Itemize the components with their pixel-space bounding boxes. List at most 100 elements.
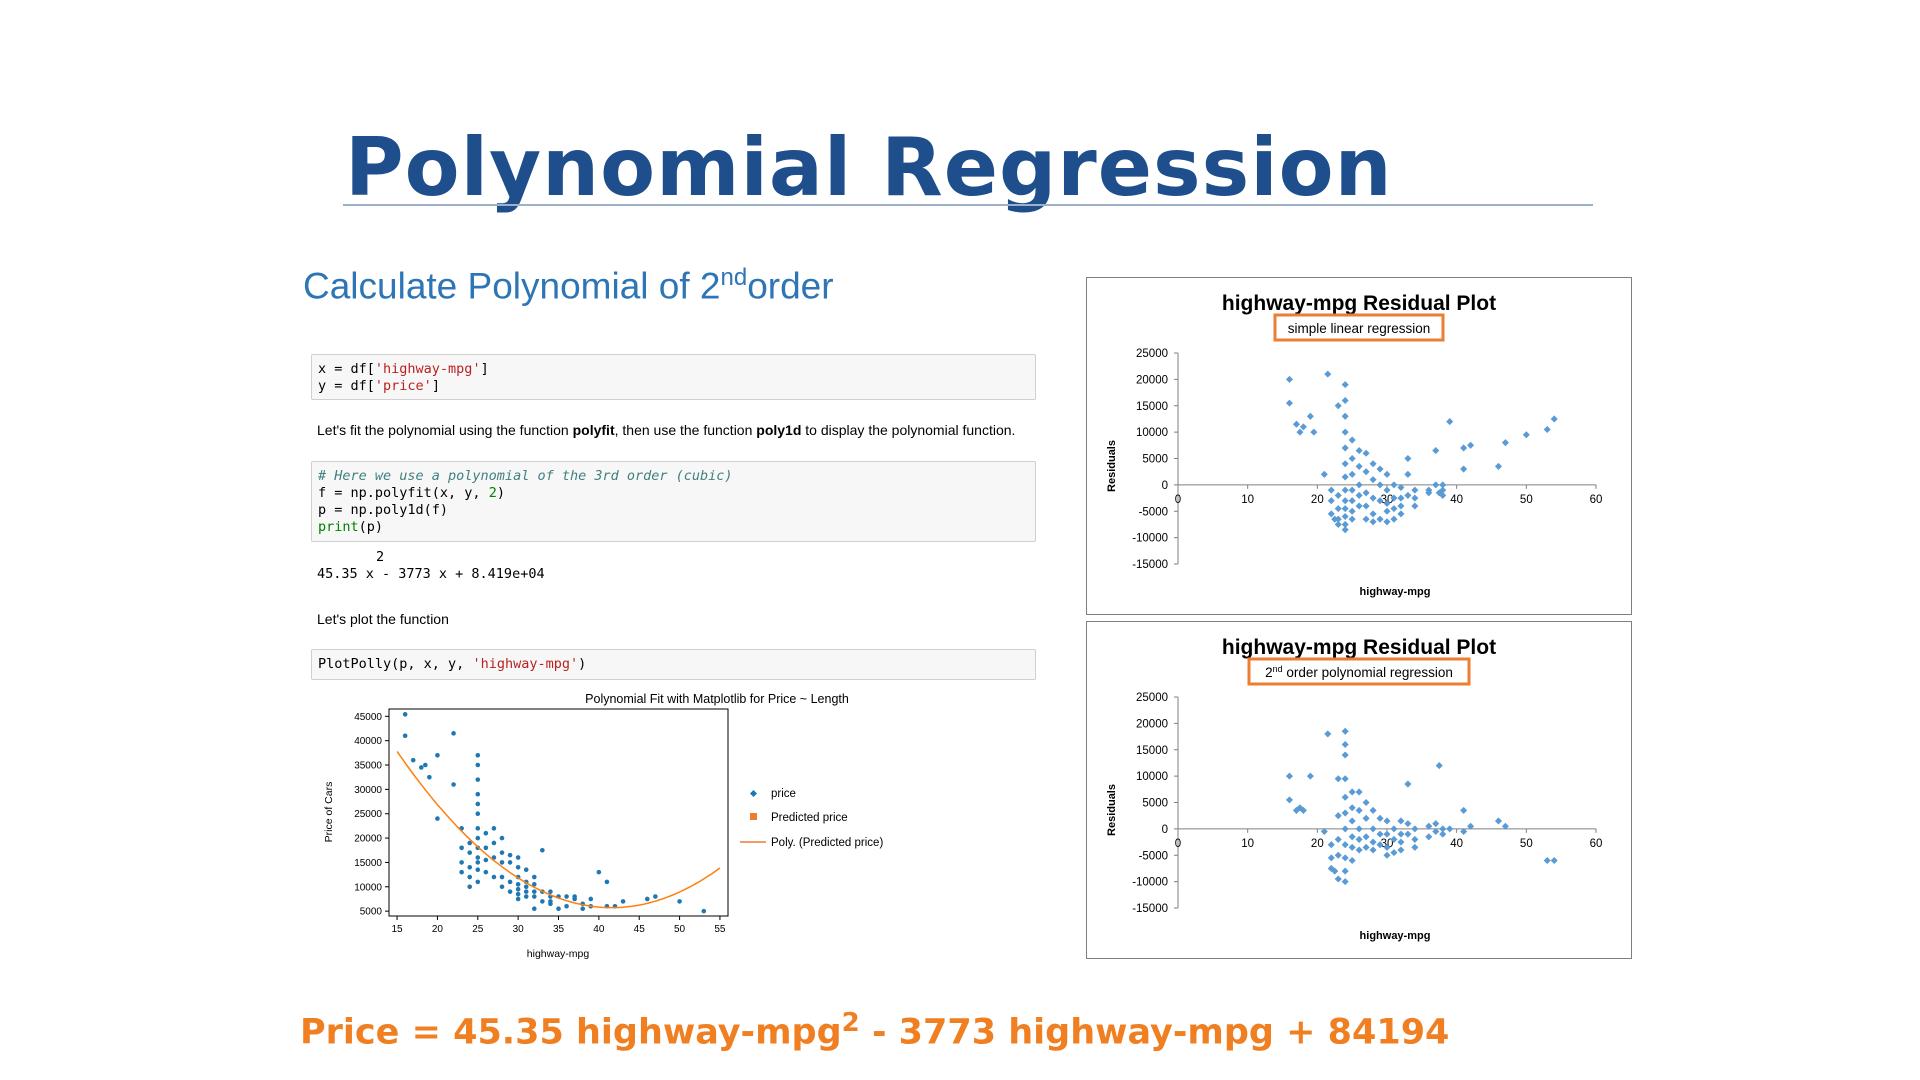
svg-text:Poly. (Predicted price): Poly. (Predicted price)	[771, 837, 883, 849]
price-point	[451, 731, 456, 736]
residual-point	[1341, 854, 1349, 862]
code-cell-plotpolly[interactable]: PlotPolly(p, x, y, 'highway-mpg')	[311, 649, 1036, 680]
price-point	[459, 845, 464, 851]
price-point	[620, 899, 626, 904]
price-point	[588, 896, 594, 902]
residual-point	[1341, 878, 1349, 886]
price-point	[523, 867, 529, 873]
price-point	[653, 894, 658, 899]
price-point	[459, 869, 464, 875]
code-line-plotpolly: PlotPolly(p, x, y, 'highway-mpg')	[318, 656, 587, 672]
price-point	[515, 891, 521, 897]
y-tick-label: 40000	[354, 736, 382, 747]
price-point	[467, 850, 473, 855]
residual-point	[1334, 875, 1342, 883]
y-tick-label: 10000	[1136, 427, 1168, 439]
price-point	[596, 869, 602, 875]
price-point	[540, 847, 545, 853]
price-point	[531, 906, 537, 911]
residual-point	[1341, 841, 1349, 849]
price-point	[515, 864, 521, 870]
residual-point	[1334, 775, 1342, 783]
slide-subtitle: Calculate Polynomial of 2ndorder	[303, 254, 834, 310]
legend-item-poly-predicted-price: Poly. (Predicted price)	[740, 837, 883, 849]
residual-point	[1334, 505, 1342, 513]
residual-point	[1439, 486, 1447, 494]
legend-item-predicted-price: Predicted price	[750, 812, 848, 824]
price-point	[491, 874, 497, 880]
price-point	[475, 752, 481, 758]
output-exponent: 2	[376, 549, 385, 565]
residual-point	[1550, 415, 1558, 423]
subtitle-superscript: nd	[720, 264, 748, 291]
residual-point	[1341, 505, 1349, 513]
price-point	[459, 860, 464, 865]
y-tick-label: 15000	[1136, 401, 1168, 413]
price-point	[507, 860, 513, 865]
price-point	[435, 752, 440, 758]
y-tick-label: 25000	[1136, 348, 1168, 360]
x-tick-label: 40	[593, 924, 605, 935]
residual-point	[1341, 486, 1349, 494]
price-point	[483, 869, 489, 875]
residual-point	[1341, 396, 1349, 405]
price-point	[556, 906, 561, 911]
price-point	[467, 864, 473, 870]
price-point	[435, 816, 440, 821]
price-point	[540, 899, 545, 904]
x-tick-label: 10	[1241, 838, 1254, 850]
residual-point	[1327, 841, 1335, 849]
code-line-x: x = df['highway-mpg']	[318, 361, 489, 377]
price-point	[451, 782, 456, 787]
polynomial-fit-chart: Polynomial Fit with Matplotlib for Price…	[323, 692, 883, 960]
subtitle-main: Calculate Polynomial of 2	[303, 265, 721, 307]
code-cell-data-assignment[interactable]: x = df['highway-mpg'] y = df['price']	[311, 354, 1036, 400]
y-tick-label: 5000	[1142, 454, 1168, 466]
residual-point	[1327, 486, 1335, 494]
price-point	[644, 896, 650, 902]
x-tick-label: 50	[1520, 494, 1533, 506]
x-axis-label: highway-mpg	[1360, 930, 1431, 942]
residual-plot-title: highway-mpg Residual Plot	[1222, 636, 1496, 659]
annotation-box	[1273, 313, 1445, 342]
x-tick-label: 45	[634, 924, 646, 935]
residual-point	[1446, 418, 1454, 426]
price-point	[507, 889, 513, 894]
y-axis-label: Price of Cars	[323, 782, 335, 843]
residual-point	[1432, 481, 1440, 489]
y-tick-label: 5000	[360, 907, 383, 918]
residual-point	[1334, 835, 1342, 843]
x-tick-label: 50	[674, 924, 686, 935]
price-point	[548, 889, 553, 894]
y-tick-label: 5000	[1142, 798, 1168, 810]
price-point	[499, 835, 505, 841]
code-comment: # Here we use a polynomial of the 3rd or…	[318, 468, 733, 484]
residual-plot-polynomial: highway-mpg Residual Plot 2nd order poly…	[1086, 621, 1632, 959]
residual-point	[1334, 402, 1342, 410]
y-tick-label: -10000	[1132, 533, 1168, 545]
price-point	[499, 884, 505, 890]
subtitle-end: order	[747, 265, 834, 307]
code-cell-polyfit[interactable]: # Here we use a polynomial of the 3rd or…	[311, 461, 1036, 542]
residual-point	[1341, 825, 1349, 833]
price-point	[467, 884, 473, 890]
price-point	[475, 791, 481, 797]
code-line-polyfit: f = np.polyfit(x, y, 2)	[318, 485, 505, 501]
price-point	[604, 879, 610, 885]
poly1d-keyword: poly1d	[756, 422, 802, 438]
y-tick-label: 35000	[354, 761, 382, 772]
y-tick-label: 15000	[354, 858, 382, 869]
y-tick-label: 25000	[354, 809, 382, 820]
x-tick-label: 40	[1450, 494, 1463, 506]
price-point	[402, 733, 408, 739]
x-tick-label: 0	[1175, 838, 1181, 850]
price-point	[701, 908, 707, 914]
price-point	[475, 879, 481, 885]
price-point	[475, 855, 481, 860]
price-point	[475, 826, 481, 831]
prose-polyfit-explanation: Let's fit the polynomial using the funct…	[317, 422, 1016, 438]
chart-title: Polynomial Fit with Matplotlib for Price…	[585, 692, 849, 706]
x-axis-label: highway-mpg	[1360, 586, 1431, 598]
price-point	[491, 826, 497, 831]
price-point	[423, 762, 428, 768]
